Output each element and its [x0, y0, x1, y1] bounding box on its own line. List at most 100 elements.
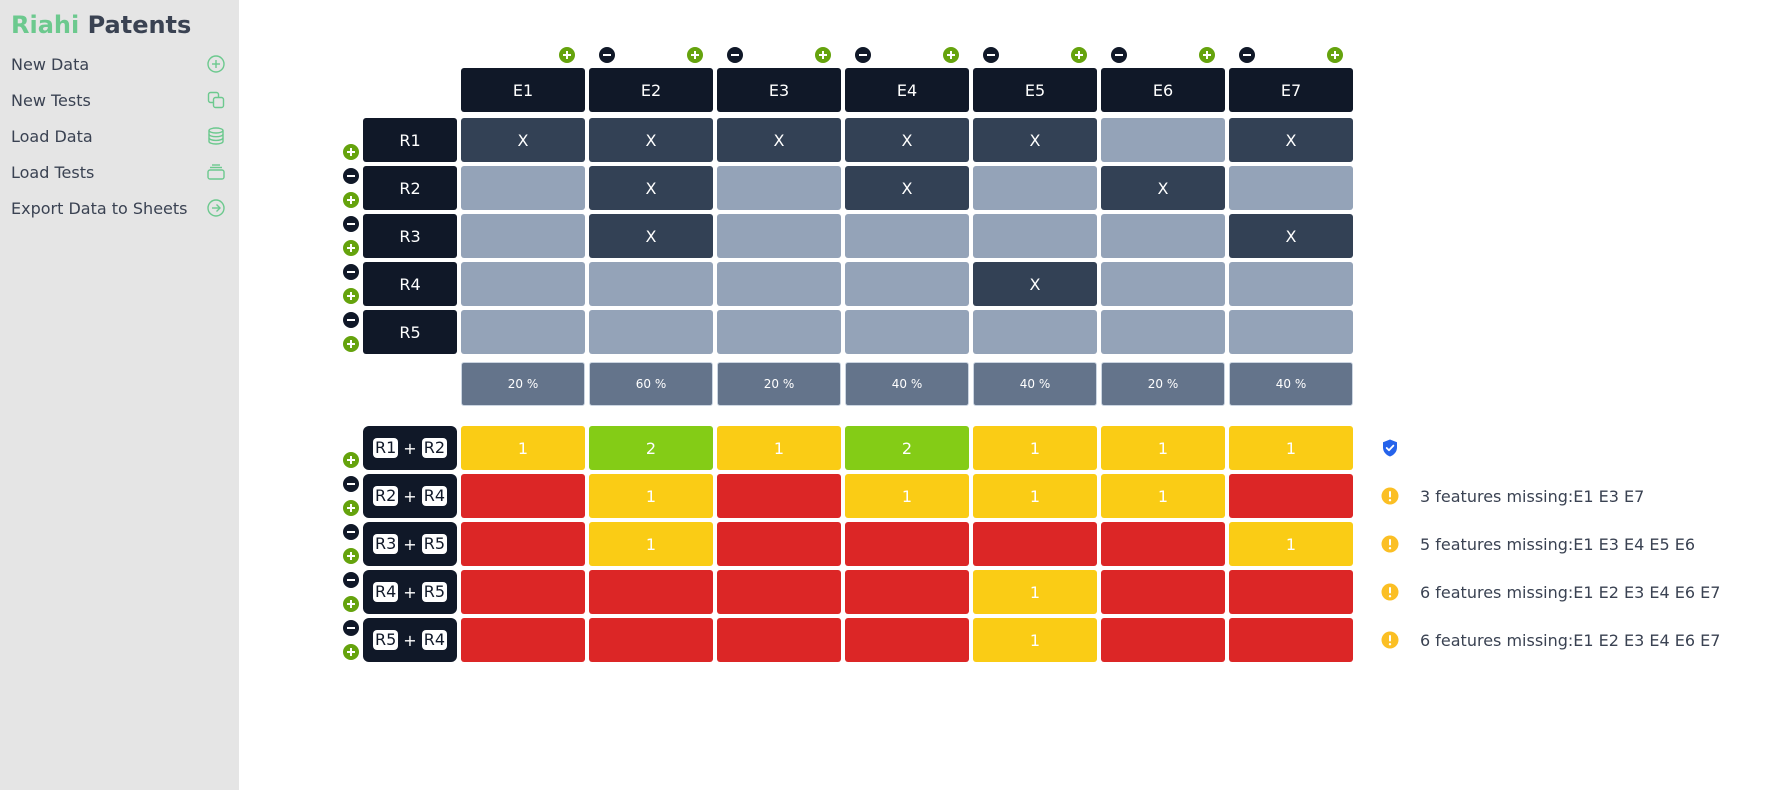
remove-row-button[interactable] [343, 168, 359, 184]
remove-column-button[interactable] [1111, 47, 1127, 63]
matrix-cell[interactable]: X [1101, 166, 1225, 210]
remove-row-button[interactable] [343, 312, 359, 328]
result-cell: 1 [973, 570, 1097, 614]
add-row-button[interactable] [343, 288, 359, 304]
add-row-button[interactable] [343, 144, 359, 160]
matrix-cell[interactable]: X [589, 118, 713, 162]
add-column-button[interactable] [1199, 47, 1215, 63]
menu-item-new-data[interactable]: New Data [11, 52, 226, 76]
add-column-button[interactable] [943, 47, 959, 63]
matrix-cell[interactable] [973, 214, 1097, 258]
matrix-cell[interactable]: X [845, 166, 969, 210]
result-cell [845, 618, 969, 662]
warning-icon [1381, 487, 1399, 505]
matrix-cell[interactable] [1229, 310, 1353, 354]
result-cell: 1 [973, 618, 1097, 662]
warning-icon [1381, 535, 1399, 553]
add-combination-button[interactable] [343, 452, 359, 468]
matrix-cell[interactable] [1229, 262, 1353, 306]
result-cell [589, 570, 713, 614]
add-combination-button[interactable] [343, 548, 359, 564]
warning-icon [1381, 631, 1399, 649]
result-cell [461, 570, 585, 614]
result-cell [461, 522, 585, 566]
add-row-button[interactable] [343, 240, 359, 256]
matrix-cell[interactable] [717, 310, 841, 354]
remove-column-button[interactable] [1239, 47, 1255, 63]
matrix-cell[interactable]: X [1229, 214, 1353, 258]
matrix-cell[interactable] [1101, 310, 1225, 354]
combination-label: R3 + R5 [363, 522, 457, 566]
add-row-button[interactable] [343, 192, 359, 208]
result-cell: 1 [845, 474, 969, 518]
remove-column-button[interactable] [983, 47, 999, 63]
matrix-cell[interactable] [461, 310, 585, 354]
matrix-cell[interactable] [973, 166, 1097, 210]
matrix-cell[interactable] [461, 166, 585, 210]
add-combination-button[interactable] [343, 500, 359, 516]
matrix-cell[interactable]: X [589, 214, 713, 258]
combination-first: R5 [373, 630, 399, 650]
matrix-cell[interactable] [845, 214, 969, 258]
remove-column-button[interactable] [599, 47, 615, 63]
result-cell: 1 [1229, 522, 1353, 566]
result-cell [845, 570, 969, 614]
result-cell: 1 [973, 426, 1097, 470]
remove-row-button[interactable] [343, 216, 359, 232]
menu-item-load-tests[interactable]: Load Tests [11, 160, 226, 184]
combination-first: R2 [373, 486, 399, 506]
add-combination-button[interactable] [343, 644, 359, 660]
matrix-cell[interactable]: X [461, 118, 585, 162]
add-column-button[interactable] [1071, 47, 1087, 63]
result-cell: 1 [1101, 474, 1225, 518]
matrix-cell[interactable] [845, 262, 969, 306]
add-column-button[interactable] [559, 47, 575, 63]
matrix-cell[interactable] [845, 310, 969, 354]
menu-item-load-data[interactable]: Load Data [11, 124, 226, 148]
remove-combination-button[interactable] [343, 572, 359, 588]
matrix-cell[interactable] [717, 214, 841, 258]
matrix-cell[interactable]: X [717, 118, 841, 162]
matrix-cell[interactable] [1101, 262, 1225, 306]
matrix-cell[interactable] [1101, 118, 1225, 162]
result-cell: 1 [717, 426, 841, 470]
matrix-cell[interactable] [717, 166, 841, 210]
result-cell [717, 522, 841, 566]
matrix-cell[interactable]: X [973, 262, 1097, 306]
add-column-button[interactable] [815, 47, 831, 63]
shield-check-icon [1383, 439, 1397, 457]
add-column-button[interactable] [687, 47, 703, 63]
matrix-cell[interactable] [589, 310, 713, 354]
remove-row-button[interactable] [343, 264, 359, 280]
matrix-cell[interactable] [589, 262, 713, 306]
add-column-button[interactable] [1327, 47, 1343, 63]
row-header: R1 [363, 118, 457, 162]
result-cell: 2 [589, 426, 713, 470]
combination-first: R3 [373, 534, 399, 554]
matrix-cell[interactable] [461, 214, 585, 258]
matrix-cell[interactable] [973, 310, 1097, 354]
matrix-cell[interactable] [1229, 166, 1353, 210]
menu-item-export-sheets[interactable]: Export Data to Sheets [11, 196, 226, 220]
result-cell [1101, 618, 1225, 662]
matrix-cell[interactable]: X [589, 166, 713, 210]
remove-combination-button[interactable] [343, 620, 359, 636]
remove-combination-button[interactable] [343, 476, 359, 492]
matrix-cell[interactable] [1101, 214, 1225, 258]
matrix-cell[interactable] [461, 262, 585, 306]
add-combination-button[interactable] [343, 596, 359, 612]
column-header: E4 [845, 68, 969, 112]
matrix-cell[interactable]: X [1229, 118, 1353, 162]
plus-circle-icon [207, 55, 225, 73]
remove-column-button[interactable] [727, 47, 743, 63]
matrix-cell[interactable]: X [973, 118, 1097, 162]
add-row-button[interactable] [343, 336, 359, 352]
combination-second: R4 [421, 486, 447, 506]
matrix-cell[interactable]: X [845, 118, 969, 162]
result-cell: 1 [589, 522, 713, 566]
menu-item-new-tests[interactable]: New Tests [11, 88, 226, 112]
menu-item-label: Export Data to Sheets [11, 198, 188, 218]
remove-combination-button[interactable] [343, 524, 359, 540]
remove-column-button[interactable] [855, 47, 871, 63]
matrix-cell[interactable] [717, 262, 841, 306]
